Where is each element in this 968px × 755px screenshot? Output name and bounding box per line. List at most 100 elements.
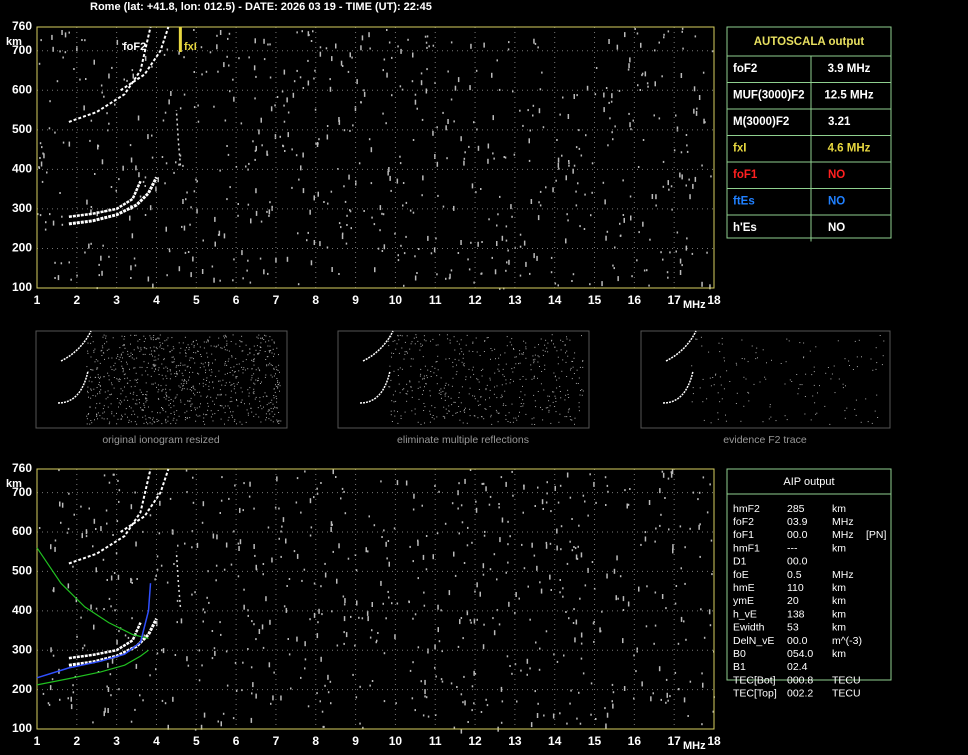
noise-dot xyxy=(176,419,178,421)
noise-dot xyxy=(576,369,578,371)
noise-dot xyxy=(717,418,719,420)
noise-dot xyxy=(437,627,439,633)
noise-dot xyxy=(173,563,175,565)
noise-dot xyxy=(259,397,261,399)
aip-cell: MHz xyxy=(832,569,854,581)
noise-dot xyxy=(611,93,613,99)
noise-dot xyxy=(486,337,488,339)
noise-dot xyxy=(542,508,544,510)
noise-dot xyxy=(237,575,240,578)
noise-dot xyxy=(881,364,883,366)
noise-dot xyxy=(125,396,127,398)
noise-dot xyxy=(757,357,758,359)
noise-dot xyxy=(686,237,688,240)
noise-dot xyxy=(228,497,230,500)
noise-dot xyxy=(283,605,286,608)
thumbnail-label: original ionogram resized xyxy=(102,434,219,446)
noise-dot xyxy=(819,385,820,387)
noise-dot xyxy=(103,411,105,413)
noise-dot xyxy=(546,492,548,495)
noise-dot xyxy=(178,266,181,272)
noise-dot xyxy=(440,609,442,612)
noise-dot xyxy=(481,482,483,485)
aip-cell: 02.4 xyxy=(787,661,808,673)
noise-dot xyxy=(58,469,60,472)
noise-dot xyxy=(219,30,222,35)
noise-dot xyxy=(363,91,366,97)
noise-dot xyxy=(376,639,378,642)
noise-dot xyxy=(70,704,73,710)
noise-dot xyxy=(508,412,510,414)
noise-dot xyxy=(331,610,333,613)
aip-cell: km xyxy=(832,595,846,607)
noise-dot xyxy=(268,209,271,215)
noise-dot xyxy=(520,406,522,407)
noise-dot xyxy=(882,355,884,357)
noise-dot xyxy=(218,380,219,382)
noise-dot xyxy=(103,418,105,420)
noise-dot xyxy=(748,400,750,402)
noise-dot xyxy=(156,652,159,655)
noise-dot xyxy=(537,377,538,379)
noise-dot xyxy=(136,399,138,401)
noise-dot xyxy=(174,373,176,375)
noise-dot xyxy=(502,374,504,376)
y-tick-label: 760 xyxy=(12,19,32,33)
noise-dot xyxy=(414,275,417,281)
noise-dot xyxy=(168,396,170,398)
noise-dot xyxy=(755,352,757,354)
noise-dot xyxy=(264,351,266,352)
model-curve xyxy=(36,547,149,639)
noise-dot xyxy=(462,364,464,366)
noise-dot xyxy=(640,42,642,48)
noise-dot xyxy=(484,340,486,342)
noise-dot xyxy=(399,85,402,88)
noise-dot xyxy=(460,348,462,350)
noise-dot xyxy=(860,421,862,423)
noise-dot xyxy=(444,395,446,397)
noise-dot xyxy=(241,399,243,401)
noise-dot xyxy=(449,339,451,341)
noise-dot xyxy=(61,502,64,508)
noise-dot xyxy=(530,722,533,728)
noise-dot xyxy=(468,268,471,271)
noise-dot xyxy=(39,142,42,145)
noise-dot xyxy=(106,112,108,115)
noise-dot xyxy=(466,422,468,424)
noise-dot xyxy=(382,69,384,72)
noise-dot xyxy=(532,104,535,107)
noise-dot xyxy=(130,343,131,345)
noise-dot xyxy=(120,393,122,395)
noise-dot xyxy=(468,350,470,352)
noise-dot xyxy=(202,239,204,242)
noise-dot xyxy=(223,346,225,348)
noise-dot xyxy=(208,363,210,365)
noise-dot xyxy=(155,574,157,577)
noise-dot xyxy=(87,352,89,354)
noise-dot xyxy=(417,387,419,389)
noise-dot xyxy=(171,349,173,351)
noise-dot xyxy=(394,415,396,417)
noise-dot xyxy=(519,378,521,380)
noise-dot xyxy=(568,160,570,162)
noise-dot xyxy=(547,407,549,409)
noise-dot xyxy=(406,393,408,395)
noise-dot xyxy=(118,630,120,633)
noise-dot xyxy=(253,388,255,390)
noise-dot xyxy=(623,686,626,691)
thumbnail-frame xyxy=(337,330,590,429)
noise-dot xyxy=(136,423,138,425)
noise-dot xyxy=(453,401,455,403)
aip-cell: 53 xyxy=(787,622,799,634)
noise-dot xyxy=(126,361,127,363)
noise-dot xyxy=(513,348,514,349)
noise-dot xyxy=(227,419,229,421)
noise-dot xyxy=(837,340,839,342)
noise-dot xyxy=(485,389,487,391)
noise-dot xyxy=(582,366,584,368)
noise-dot xyxy=(318,608,320,614)
noise-dot xyxy=(520,669,522,672)
noise-dot xyxy=(709,377,711,379)
noise-dot xyxy=(162,119,165,122)
noise-dot xyxy=(488,218,490,221)
